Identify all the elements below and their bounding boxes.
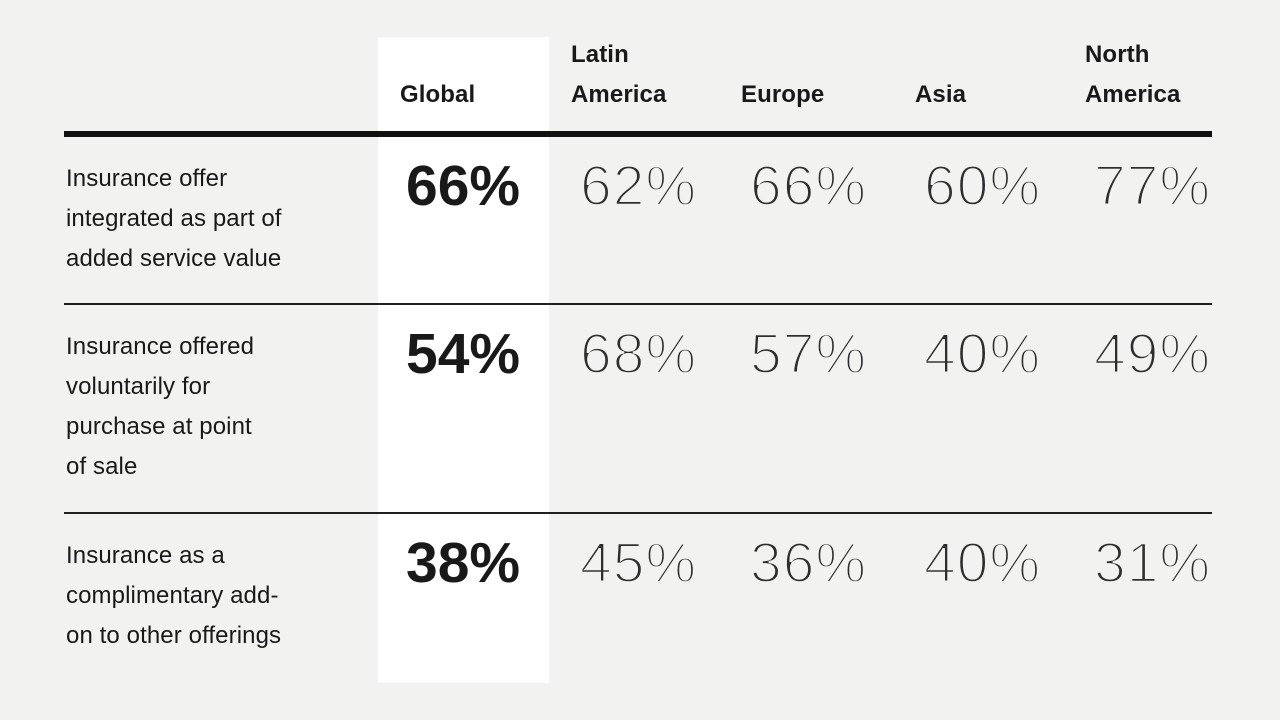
value-asia: 60% [923, 154, 1042, 218]
row-label-integrated-offer: Insurance offer integrated as part of ad… [66, 165, 282, 272]
value-global: 54% [406, 322, 521, 386]
value-global: 38% [406, 531, 521, 595]
regions-data-table: Global Latin America Europe Asia North A… [64, 0, 1212, 683]
column-header-latin-america: Latin America [571, 41, 667, 108]
column-header-global: Global [400, 81, 476, 108]
global-column-highlight [378, 37, 549, 683]
table-row: Insurance offer integrated as part of ad… [64, 137, 1212, 305]
value-north-america: 31% [1093, 531, 1212, 595]
row-label-voluntary-purchase: Insurance offered voluntarily for purcha… [66, 333, 255, 480]
value-north-america: 77% [1093, 154, 1212, 218]
column-header-asia: Asia [915, 81, 967, 108]
value-europe: 57% [749, 322, 868, 386]
column-header-europe: Europe [741, 81, 825, 108]
value-europe: 66% [749, 154, 868, 218]
value-latin-america: 45% [579, 531, 698, 595]
value-asia: 40% [923, 322, 1042, 386]
value-global: 66% [406, 154, 521, 218]
value-asia: 40% [923, 531, 1042, 595]
value-europe: 36% [749, 531, 868, 595]
column-header-empty [64, 0, 378, 131]
value-latin-america: 68% [579, 322, 698, 386]
table-row: Insurance offered voluntarily for purcha… [64, 305, 1212, 514]
column-header-north-america: North America [1085, 41, 1181, 108]
table-header-row: Global Latin America Europe Asia North A… [64, 0, 1212, 137]
value-latin-america: 62% [579, 154, 698, 218]
value-north-america: 49% [1093, 322, 1212, 386]
row-label-complimentary-addon: Insurance as a complimentary add- on to … [66, 542, 282, 649]
table-row: Insurance as a complimentary add- on to … [64, 514, 1212, 683]
